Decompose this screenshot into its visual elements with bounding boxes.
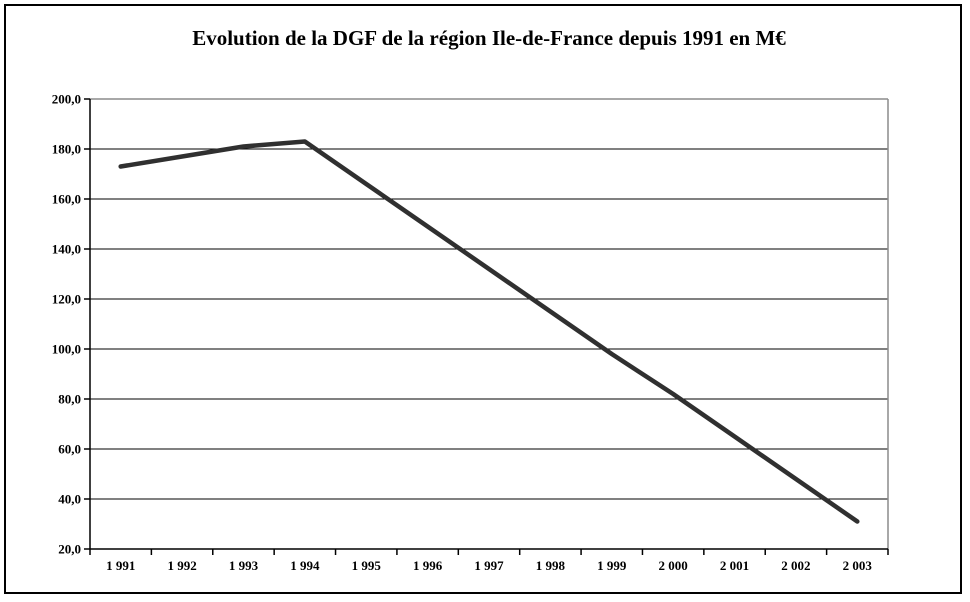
x-tick-label: 1 996 [413, 558, 443, 573]
y-tick-label: 180,0 [52, 142, 81, 157]
series-line-dgf [118, 139, 860, 524]
x-tick-label: 1 995 [352, 558, 382, 573]
x-tick-label: 1 994 [290, 558, 320, 573]
x-tick-label: 1 997 [474, 558, 504, 573]
x-tick-label: 1 991 [106, 558, 135, 573]
x-tick-label: 2 002 [781, 558, 810, 573]
y-tick-label: 100,0 [52, 342, 81, 357]
x-tick-label: 2 000 [659, 558, 688, 573]
x-tick-label: 1 999 [597, 558, 627, 573]
x-tick-label: 2 001 [720, 558, 749, 573]
y-tick-label: 120,0 [52, 292, 81, 307]
y-tick-label: 140,0 [52, 242, 81, 257]
y-tick-label: 200,0 [52, 92, 81, 107]
y-tick-label: 80,0 [58, 392, 81, 407]
x-tick-label: 1 993 [229, 558, 259, 573]
y-tick-label: 40,0 [58, 492, 81, 507]
y-tick-label: 20,0 [58, 542, 81, 557]
x-tick-label: 2 003 [843, 558, 873, 573]
x-tick-label: 1 998 [536, 558, 566, 573]
chart-title: Evolution de la DGF de la région Ile-de-… [192, 26, 786, 50]
x-tick-label: 1 992 [167, 558, 196, 573]
y-tick-label: 60,0 [58, 442, 81, 457]
y-tick-label: 160,0 [52, 192, 81, 207]
